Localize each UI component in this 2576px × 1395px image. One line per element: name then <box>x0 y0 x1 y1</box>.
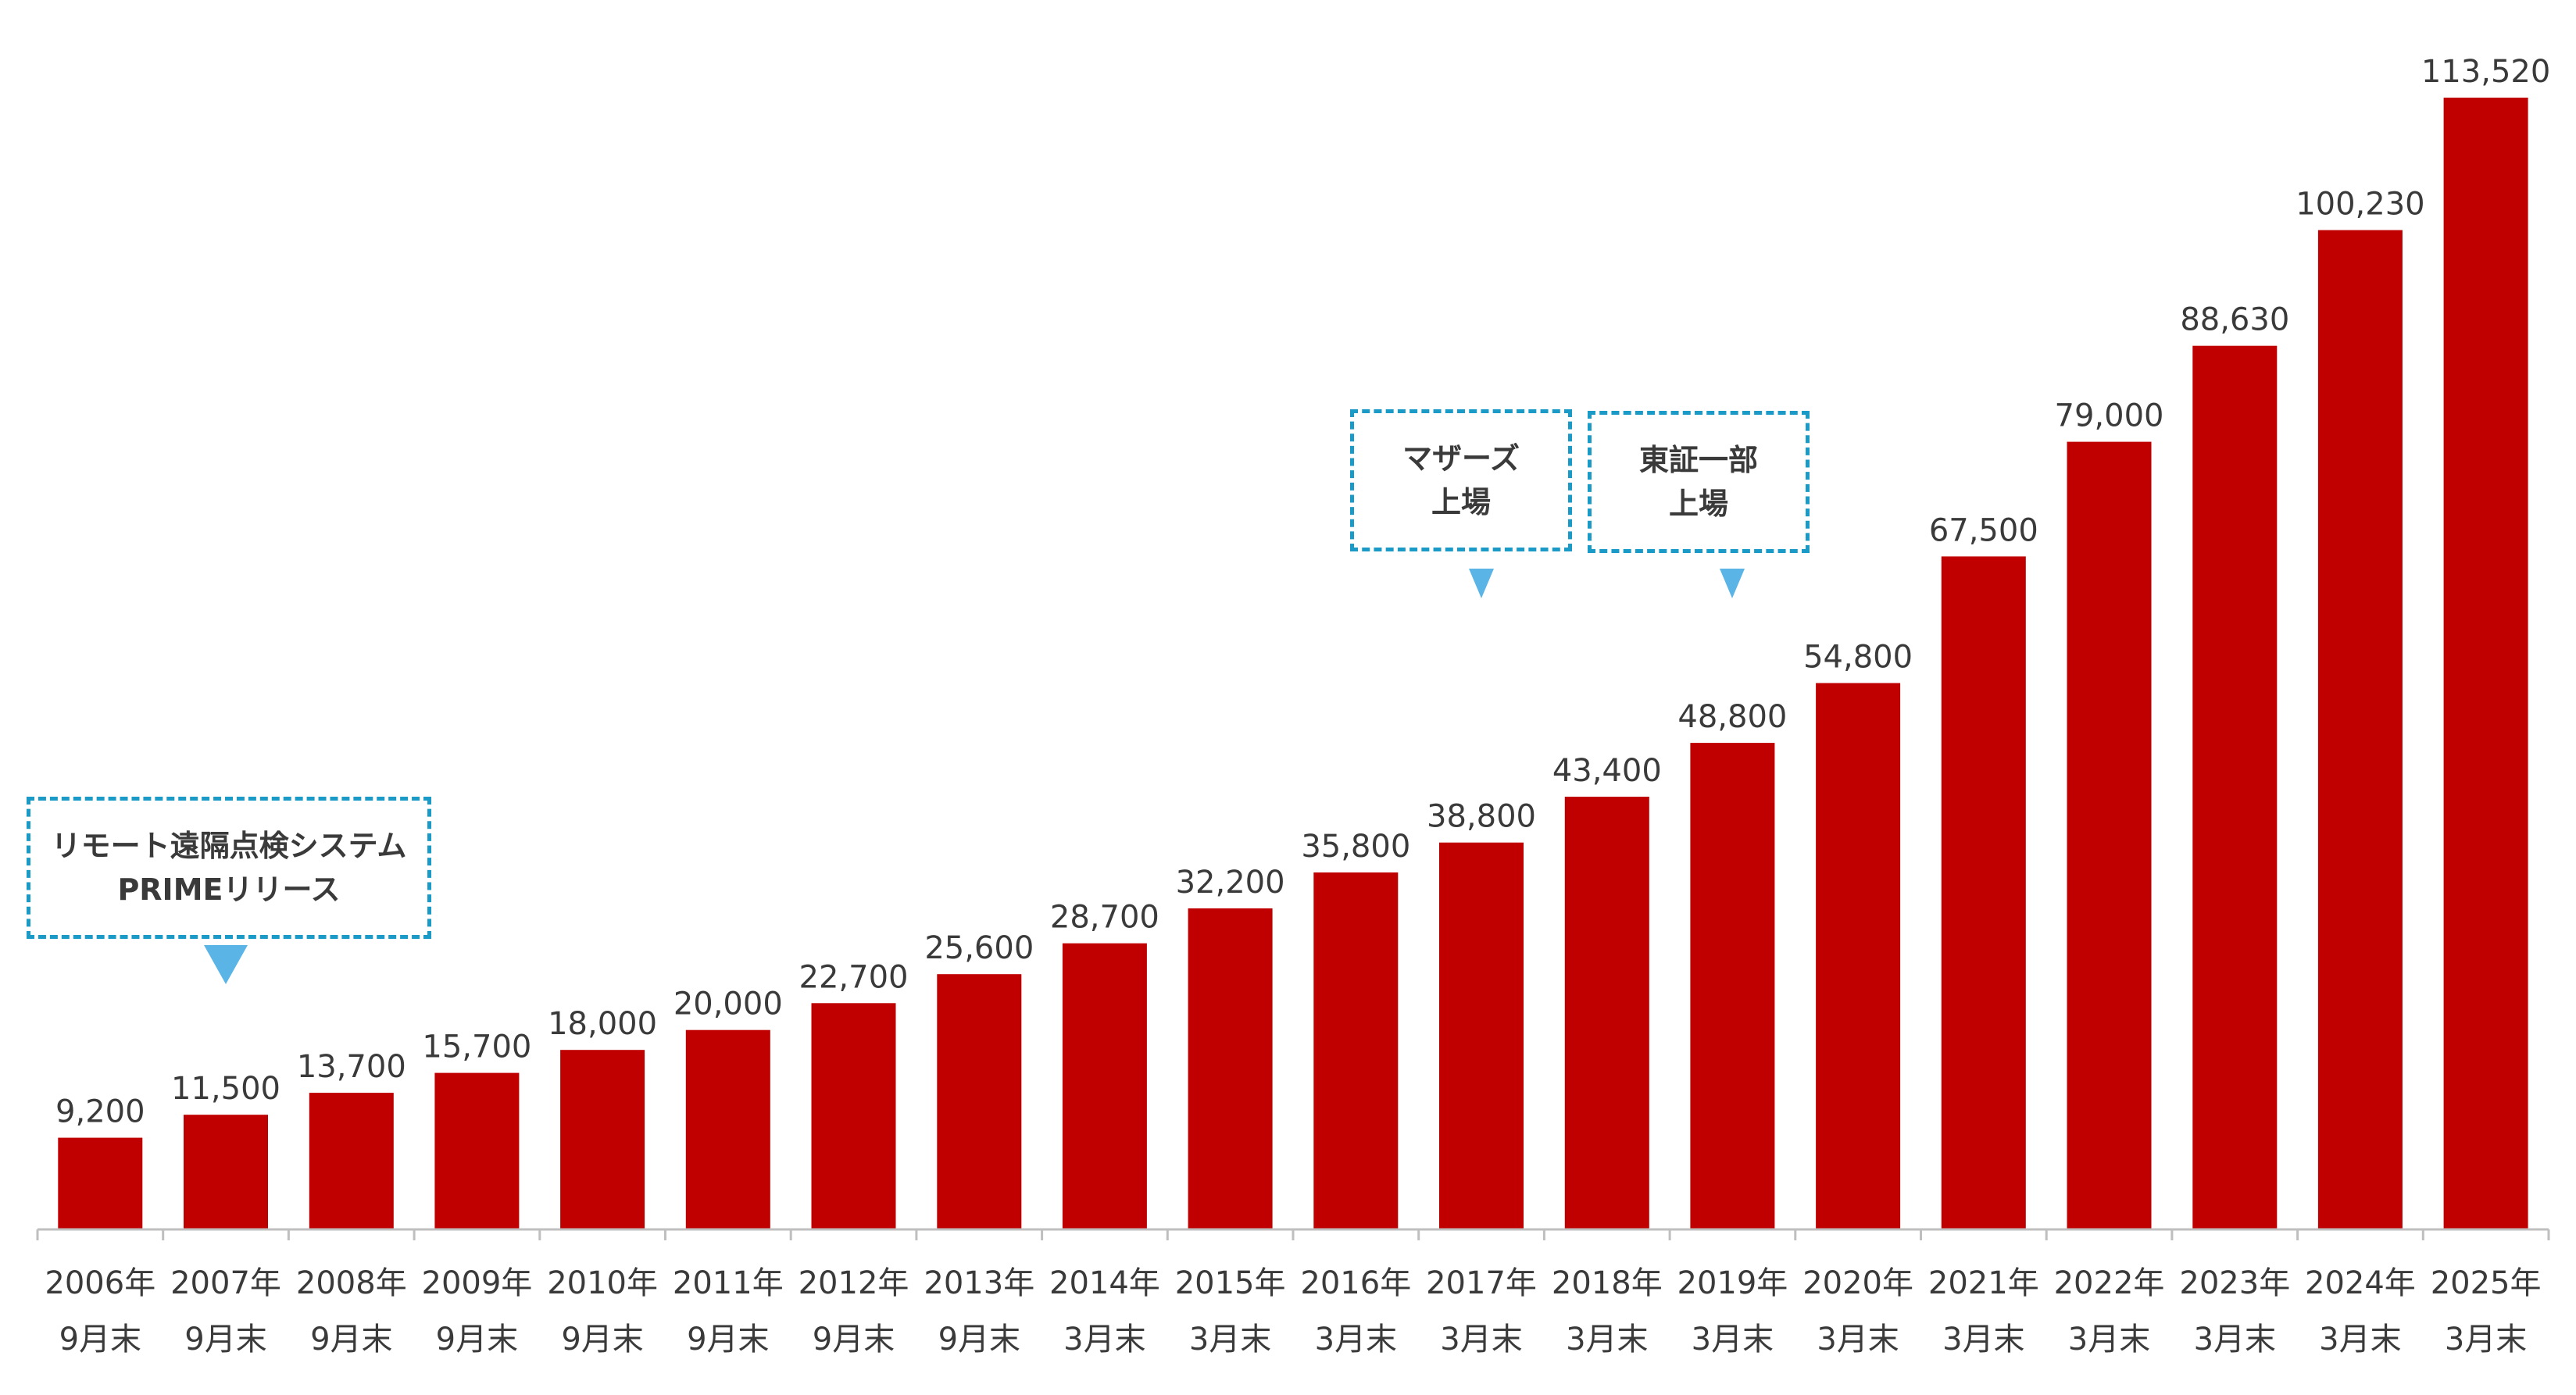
x-tick-label: 9月末 <box>436 1322 518 1358</box>
x-tick-label: 2018年 <box>1552 1265 1663 1301</box>
data-label: 100,230 <box>2296 187 2424 223</box>
data-label: 22,700 <box>799 959 909 995</box>
x-tick-label: 2006年 <box>45 1265 155 1301</box>
x-tick-label: 2008年 <box>296 1265 407 1301</box>
x-tick-label: 3月末 <box>2068 1322 2150 1358</box>
x-tick-label: 3月末 <box>1942 1322 2024 1358</box>
bar <box>58 1137 143 1229</box>
bar <box>1564 797 1649 1229</box>
x-tick-label: 9月末 <box>310 1322 392 1358</box>
x-tick-label: 2016年 <box>1300 1265 1411 1301</box>
x-tick-label: 9月末 <box>687 1322 769 1358</box>
annotation-line: PRIMEリリース <box>117 872 341 907</box>
x-tick-label: 9月末 <box>59 1322 141 1358</box>
bar <box>2443 98 2528 1229</box>
bars-group <box>58 98 2528 1230</box>
bar <box>685 1029 770 1229</box>
bar <box>1439 842 1524 1229</box>
x-tick-label: 2007年 <box>170 1265 281 1301</box>
data-label: 67,500 <box>1929 512 2038 548</box>
bar <box>309 1093 394 1229</box>
bar <box>1816 683 1901 1229</box>
x-tick-label: 3月末 <box>1315 1322 1397 1358</box>
annotation-line: リモート遠隔点検システム <box>51 829 407 863</box>
annotation-prime-release: リモート遠隔点検システム PRIMEリリース <box>27 797 431 939</box>
annotation-tse-first-section-listing: 東証一部 上場 <box>1588 411 1810 553</box>
bar <box>2067 441 2152 1229</box>
data-label: 79,000 <box>2055 398 2164 434</box>
bar <box>434 1072 520 1229</box>
x-tick-label: 2012年 <box>799 1265 909 1301</box>
bar <box>811 1003 896 1229</box>
x-tick-label: 2010年 <box>547 1265 658 1301</box>
data-label: 43,400 <box>1552 753 1662 789</box>
x-tick-label: 2024年 <box>2305 1265 2416 1301</box>
x-tick-label: 9月末 <box>813 1322 895 1358</box>
data-label: 9,200 <box>55 1094 145 1130</box>
bar <box>1062 943 1147 1229</box>
x-tick-label: 3月末 <box>1440 1322 1522 1358</box>
data-label: 32,200 <box>1176 865 1285 901</box>
data-label: 28,700 <box>1050 900 1159 936</box>
x-tick-label: 3月末 <box>2319 1322 2401 1358</box>
x-axis-tick-labels: 2006年 9月末 2007年 9月末 2008年 9月末 2009年 9月末 2010年 9月末… <box>45 1265 2541 1358</box>
data-label: 35,800 <box>1301 829 1410 865</box>
x-tick-label: 2011年 <box>673 1265 784 1301</box>
x-axis-ticks <box>36 1229 2550 1240</box>
x-tick-label: 2019年 <box>1677 1265 1788 1301</box>
value-labels-group: 9,200 11,500 13,700 15,700 18,000 20,000 22,70… <box>55 54 2550 1130</box>
data-label: 13,700 <box>297 1049 406 1085</box>
data-label: 88,630 <box>2180 302 2289 338</box>
x-tick-label: 9月末 <box>184 1322 266 1358</box>
bar <box>1690 743 1775 1229</box>
bar <box>1313 872 1399 1229</box>
data-label: 11,500 <box>171 1071 280 1107</box>
annotation-pointer-icon <box>1469 569 1494 598</box>
data-label: 20,000 <box>673 986 783 1022</box>
annotation-pointer-icon <box>1720 569 1745 598</box>
x-tick-label: 2021年 <box>1928 1265 2039 1301</box>
x-tick-label: 2020年 <box>1802 1265 1913 1301</box>
x-tick-label: 9月末 <box>561 1322 643 1358</box>
x-tick-label: 3月末 <box>1189 1322 1271 1358</box>
annotation-line: 上場 <box>1668 487 1728 521</box>
data-label: 25,600 <box>924 930 1034 966</box>
x-tick-label: 2015年 <box>1175 1265 1286 1301</box>
data-label: 113,520 <box>2421 54 2550 90</box>
x-tick-label: 3月末 <box>1817 1322 1899 1358</box>
bar <box>560 1050 645 1229</box>
x-tick-label: 2025年 <box>2431 1265 2542 1301</box>
x-tick-label: 2013年 <box>924 1265 1034 1301</box>
x-tick-label: 3月末 <box>1566 1322 1648 1358</box>
bar <box>1941 556 2026 1229</box>
annotation-line: 東証一部 <box>1638 443 1758 477</box>
bar <box>1188 908 1273 1229</box>
bar <box>937 974 1022 1229</box>
annotation-line: マザーズ <box>1402 441 1520 476</box>
x-tick-label: 3月末 <box>2445 1322 2527 1358</box>
x-tick-label: 3月末 <box>1063 1322 1145 1358</box>
data-label: 48,800 <box>1677 699 1787 735</box>
annotation-mothers-listing: マザーズ 上場 <box>1350 409 1572 551</box>
data-label: 38,800 <box>1427 799 1536 835</box>
data-label: 54,800 <box>1803 640 1913 676</box>
x-tick-label: 2014年 <box>1049 1265 1160 1301</box>
x-tick-label: 9月末 <box>938 1322 1020 1358</box>
bar <box>2192 345 2278 1230</box>
x-tick-label: 2022年 <box>2054 1265 2165 1301</box>
x-tick-label: 3月末 <box>1692 1322 1774 1358</box>
annotation-line: 上場 <box>1431 485 1491 519</box>
x-tick-label: 2017年 <box>1426 1265 1537 1301</box>
bar <box>184 1115 268 1229</box>
data-label: 18,000 <box>548 1006 657 1042</box>
x-tick-label: 2009年 <box>422 1265 533 1301</box>
x-tick-label: 3月末 <box>2194 1322 2276 1358</box>
annotation-pointer-icon <box>204 945 248 984</box>
x-tick-label: 2023年 <box>2179 1265 2290 1301</box>
bar <box>2317 230 2403 1230</box>
data-label: 15,700 <box>422 1029 531 1065</box>
